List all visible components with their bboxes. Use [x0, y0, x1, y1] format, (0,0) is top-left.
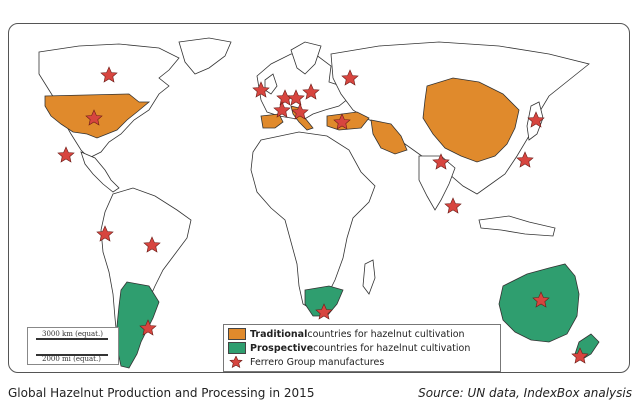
- km-scale-label: 3000 km (equat.): [42, 330, 103, 338]
- world-map-frame: 3000 km (equat.) 2000 mi (equat.) Tradit…: [8, 23, 630, 373]
- ferrero-star-marker: [527, 111, 545, 128]
- ferrero-star-marker: [85, 109, 103, 126]
- legend-row-prospective: Prospective countries for hazelnut culti…: [228, 341, 470, 355]
- ferrero-star-marker: [333, 113, 351, 130]
- world-map: [38, 37, 600, 369]
- ferrero-star-marker: [57, 146, 75, 163]
- ferrero-star-marker: [100, 66, 118, 83]
- ferrero-star-marker: [341, 69, 359, 86]
- ferrero-star-marker: [315, 303, 333, 320]
- iran-traditional: [370, 119, 408, 155]
- ferrero-star-marker: [273, 101, 291, 118]
- map-scale-box: 3000 km (equat.) 2000 mi (equat.): [27, 327, 119, 365]
- ferrero-star-marker: [444, 197, 462, 214]
- ferrero-star-marker: [432, 153, 450, 170]
- argentina-chile-prospective: [116, 281, 160, 369]
- ferrero-star-marker: [532, 291, 550, 308]
- legend-prospective-text: countries for hazelnut cultivation: [313, 342, 471, 354]
- greenland: [178, 37, 232, 75]
- mi-scale-label: 2000 mi (equat.): [42, 355, 101, 363]
- ferrero-star-marker: [291, 103, 309, 120]
- ferrero-star-marker: [302, 83, 320, 100]
- ferrero-star-marker: [96, 225, 114, 242]
- legend-prospective-bold: Prospective: [250, 342, 314, 354]
- map-caption: Global Hazelnut Production and Processin…: [8, 386, 315, 400]
- legend-row-traditional: Traditional countries for hazelnut culti…: [228, 327, 465, 341]
- map-source: Source: UN data, IndexBox analysis: [418, 386, 632, 400]
- ferrero-star-marker: [287, 89, 305, 106]
- spain-traditional: [260, 113, 284, 129]
- legend-row-ferrero: Ferrero Group manufactures: [228, 355, 384, 369]
- ferrero-star-markers: [57, 66, 589, 364]
- km-scale-bar: [36, 338, 108, 340]
- ferrero-star-marker: [516, 151, 534, 168]
- legend-traditional-bold: Traditional: [250, 328, 308, 340]
- china-traditional: [422, 77, 520, 163]
- ferrero-star-marker: [139, 319, 157, 336]
- central-america: [80, 151, 120, 193]
- traditional-swatch: [228, 328, 246, 340]
- mi-scale-bar: [36, 354, 108, 356]
- map-legend: Traditional countries for hazelnut culti…: [223, 324, 501, 372]
- prospective-swatch: [228, 342, 246, 354]
- ferrero-star-marker: [143, 236, 161, 253]
- ferrero-star-marker: [252, 81, 270, 98]
- indonesia: [478, 215, 556, 237]
- madagascar: [362, 259, 376, 295]
- africa-landmass: [250, 131, 376, 311]
- ferrero-star-marker: [571, 347, 589, 364]
- scandinavia: [290, 41, 322, 75]
- ferrero-star-icon: [229, 356, 243, 368]
- legend-ferrero-text: Ferrero Group manufactures: [250, 356, 385, 368]
- legend-traditional-text: countries for hazelnut cultivation: [307, 328, 465, 340]
